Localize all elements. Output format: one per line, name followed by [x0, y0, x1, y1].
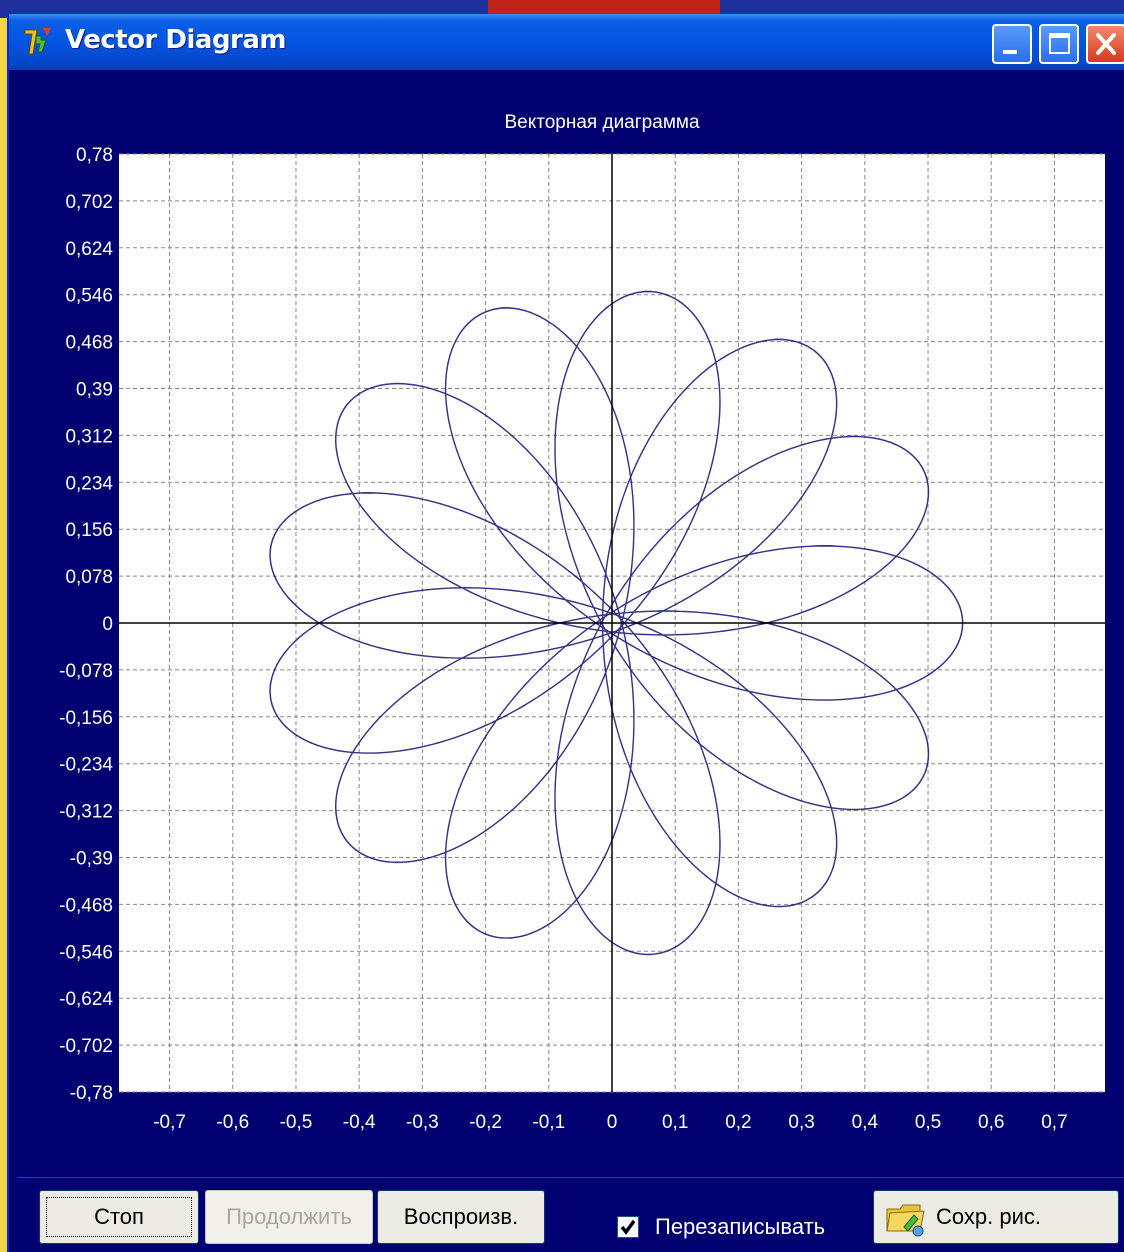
x-tick-label: 0,5	[915, 1112, 941, 1133]
background-red-shape	[488, 0, 720, 18]
stop-button-label: Стоп	[94, 1204, 144, 1229]
y-tick-label: 0	[102, 614, 113, 635]
save-picture-button[interactable]: Сохр. рис.	[873, 1190, 1119, 1244]
x-tick-label: 0,3	[788, 1112, 814, 1133]
background-top-strip	[0, 0, 1124, 18]
x-tick-label: -0,5	[280, 1112, 313, 1133]
vector-diagram-window: Vector Diagram Векторная диаграмма -0,7 -0…	[7, 14, 1124, 1252]
trajectory-series	[269, 290, 964, 956]
y-tick-label: 0,468	[65, 333, 113, 354]
play-button-label: Воспроизв.	[403, 1204, 519, 1229]
y-tick-label: -0,312	[59, 802, 113, 823]
minimize-button[interactable]	[992, 24, 1032, 64]
maximize-button[interactable]	[1039, 24, 1079, 64]
y-tick-label: -0,546	[59, 942, 113, 963]
y-tick-label: 0,546	[65, 286, 113, 307]
y-tick-label: 0,234	[65, 473, 113, 494]
x-tick-label: 0,7	[1041, 1112, 1067, 1133]
x-tick-label: 0,4	[852, 1112, 879, 1133]
x-tick-label: -0,4	[343, 1112, 376, 1133]
minimize-icon	[1003, 50, 1017, 54]
checkmark-icon	[620, 1219, 636, 1235]
overwrite-label: Перезаписывать	[655, 1214, 826, 1239]
window-title: Vector Diagram	[65, 25, 287, 55]
app-icon	[24, 28, 51, 55]
maximize-icon	[1049, 33, 1070, 54]
stop-button[interactable]: Стоп	[39, 1190, 199, 1244]
chart-title: Векторная диаграмма	[504, 112, 699, 133]
y-tick-label: -0,156	[59, 708, 113, 729]
y-tick-label: -0,624	[59, 989, 113, 1010]
x-tick-label: -0,7	[153, 1112, 186, 1133]
x-tick-label: 0,1	[662, 1112, 688, 1133]
x-tick-label: -0,1	[532, 1112, 565, 1133]
y-tick-label: 0,702	[65, 192, 113, 213]
y-tick-label: 0,78	[76, 145, 113, 166]
y-tick-label: -0,78	[70, 1083, 113, 1104]
checkbox-box[interactable]	[617, 1216, 639, 1238]
x-tick-label: 0,2	[725, 1112, 751, 1133]
overwrite-checkbox[interactable]: Перезаписывать	[617, 1212, 825, 1242]
y-tick-label: 0,078	[65, 567, 113, 588]
vector-diagram-chart: Векторная диаграмма -0,7 -0,6 -0,5 -0,4 -0,3 -…	[59, 112, 1105, 1133]
title-bar[interactable]: Vector Diagram	[9, 14, 1124, 70]
continue-button[interactable]: Продолжить	[205, 1190, 373, 1244]
y-tick-label: 0,312	[65, 426, 113, 447]
y-tick-label: -0,468	[59, 895, 113, 916]
x-tick-label: 0	[607, 1112, 618, 1133]
close-icon	[1096, 33, 1116, 55]
x-tick-label: -0,3	[406, 1112, 439, 1133]
panel-separator	[17, 1177, 1124, 1182]
continue-button-label: Продолжить	[226, 1204, 352, 1229]
y-tick-label: -0,39	[70, 849, 113, 870]
y-tick-label: -0,078	[59, 661, 113, 682]
save-button-label: Сохр. рис.	[936, 1204, 1041, 1229]
y-tick-label: 0,624	[65, 239, 113, 260]
close-button[interactable]	[1086, 24, 1124, 64]
x-tick-label: 0,6	[978, 1112, 1004, 1133]
play-button[interactable]: Воспроизв.	[377, 1190, 545, 1244]
y-tick-label: -0,702	[59, 1036, 113, 1057]
y-tick-label: 0,39	[76, 380, 113, 401]
focus-rectangle	[46, 1197, 192, 1237]
folder-save-icon	[886, 1204, 925, 1237]
x-tick-label: -0,2	[469, 1112, 502, 1133]
y-tick-label: -0,234	[59, 755, 113, 776]
y-tick-label: 0,156	[65, 520, 113, 541]
x-tick-label: -0,6	[216, 1112, 249, 1133]
